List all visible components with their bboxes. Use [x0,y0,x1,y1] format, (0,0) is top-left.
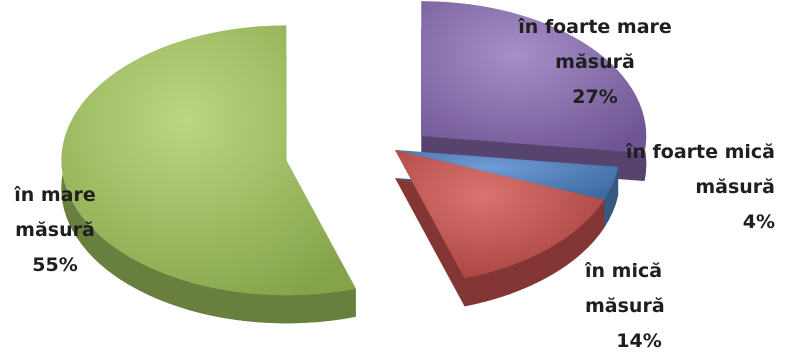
label-mare-line1: în mare [14,184,96,206]
slice-2 [395,150,605,279]
label-mica-line2: măsură [585,295,665,317]
label-foarte-mica-line1: în foarte mică [625,141,775,163]
label-mica: în mică măsură 14% [585,254,725,359]
label-foarte-mare-value: 27% [572,86,618,108]
label-foarte-mica-line2: măsură [695,176,775,198]
label-mica-line1: în mică [585,260,663,282]
label-foarte-mare: în foarte mare măsură 27% [495,10,695,115]
label-mare: în mare măsură 55% [0,178,110,283]
label-foarte-mare-line2: măsură [555,51,635,73]
label-mare-value: 55% [32,254,78,276]
slice-3 [61,25,356,296]
label-foarte-mica: în foarte mică măsură 4% [585,135,775,240]
label-mica-value: 14% [616,330,662,352]
slice-0 [421,1,647,154]
slice-1 [395,150,619,200]
pie-chart [61,1,647,324]
label-foarte-mica-value: 4% [742,211,775,233]
label-foarte-mare-line1: în foarte mare [518,16,672,38]
label-mare-line2: măsură [15,219,95,241]
